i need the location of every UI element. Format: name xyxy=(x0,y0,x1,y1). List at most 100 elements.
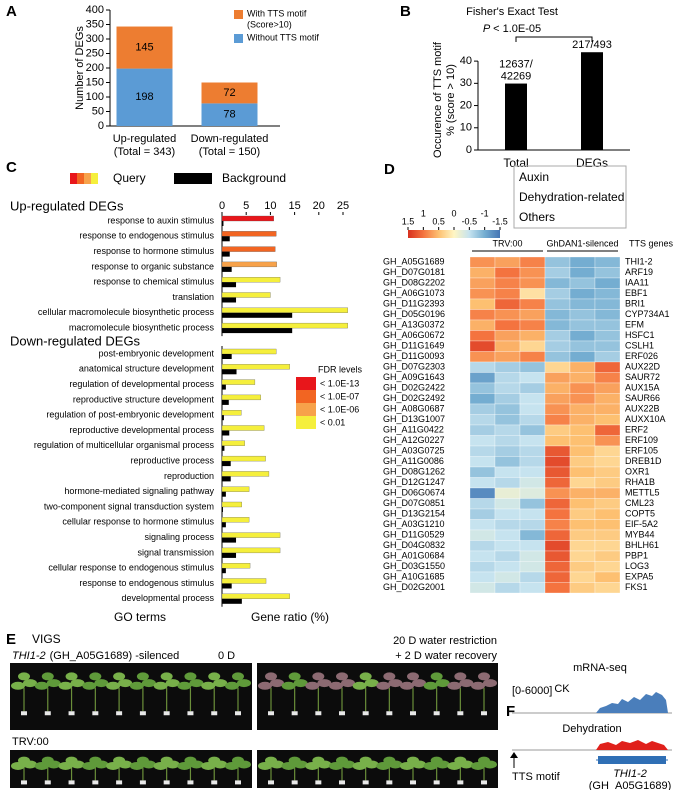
heatmap-cell xyxy=(544,466,571,478)
legend-swatch xyxy=(77,173,84,184)
go-term: response to endogenous stimulus xyxy=(79,578,214,588)
plant-leaf xyxy=(293,679,308,688)
plant-tag xyxy=(386,711,393,716)
plant-leaf xyxy=(184,672,197,681)
plant-leaf xyxy=(359,756,372,765)
heatmap-cell xyxy=(519,456,546,468)
heatmap-cell xyxy=(569,267,596,279)
heatmap-cell xyxy=(469,403,496,415)
heatmap-cell xyxy=(594,340,621,352)
plant-tag xyxy=(362,780,369,785)
heatmap-cell xyxy=(494,466,521,478)
plant-leaf xyxy=(407,672,419,681)
plant-leaf xyxy=(265,756,277,765)
heatmap-cell xyxy=(494,519,521,531)
heatmap-cell xyxy=(569,277,596,289)
heatmap-cell xyxy=(519,466,546,478)
x-axis-label: Gene ratio (%) xyxy=(251,610,329,624)
row-title: TRV:00 xyxy=(12,736,49,748)
heatmap-cell xyxy=(594,382,621,394)
legend-label: Background xyxy=(222,171,286,185)
heatmap-cell xyxy=(469,298,496,310)
gene-name: EIF-5A2 xyxy=(625,519,658,529)
heatmap-cell xyxy=(569,529,596,541)
plant-leaf xyxy=(281,681,296,690)
heatmap-cell xyxy=(469,456,496,468)
legend-label: Without TTS motif xyxy=(247,32,319,42)
plant-leaf xyxy=(118,679,133,688)
gene-name: FKS1 xyxy=(625,582,648,592)
gene-name: OXR1 xyxy=(625,467,650,477)
panel-title: VIGS xyxy=(32,632,61,646)
gene-name: THI1-2 xyxy=(625,257,653,267)
heatmap-cell xyxy=(519,361,546,373)
background-bar xyxy=(222,445,225,451)
heatmap-cell xyxy=(544,319,571,331)
heatmap-cell xyxy=(469,330,496,342)
category-legend: Auxin xyxy=(519,170,549,184)
x-tick-label: 5 xyxy=(243,200,249,212)
x-tick-label: 0 xyxy=(219,200,225,212)
heatmap-cell xyxy=(519,340,546,352)
heatmap-cell xyxy=(594,330,621,342)
heatmap-cell xyxy=(594,372,621,384)
fdr-label: < 1.0E-13 xyxy=(320,378,359,388)
plant-leaf xyxy=(23,679,37,688)
gene-id: GH_D06G0674 xyxy=(383,488,445,498)
plant-tag xyxy=(68,780,75,785)
heatmap-cell xyxy=(594,508,621,520)
gene-name: EFM xyxy=(625,320,644,330)
heatmap-cell xyxy=(544,267,571,279)
heatmap-cell xyxy=(469,487,496,499)
heatmap-cell xyxy=(594,435,621,447)
plant-leaf xyxy=(288,756,301,765)
query-bar xyxy=(221,379,256,385)
background-bar xyxy=(222,461,231,467)
heatmap-cell xyxy=(469,498,496,510)
plant-leaf xyxy=(412,679,426,688)
gene-id: GH_D02G2492 xyxy=(383,393,445,403)
plant-tag xyxy=(187,711,194,716)
colorbar-tick-label: 1 xyxy=(421,208,426,218)
plant-leaf xyxy=(430,672,443,681)
y-tick-label: 250 xyxy=(86,47,104,59)
plant-leaf xyxy=(82,681,97,690)
heatmap-cell xyxy=(469,361,496,373)
heatmap-cell xyxy=(519,508,546,520)
heatmap-cell xyxy=(519,582,546,594)
gene-id: GH_D05G0196 xyxy=(383,309,445,319)
heatmap-cell xyxy=(594,403,621,415)
heatmap-cell xyxy=(469,550,496,562)
heatmap-cell xyxy=(494,445,521,457)
y-axis-label: Occurence of TTS motif xyxy=(432,41,444,158)
y-tick-label: 350 xyxy=(86,18,104,30)
heatmap-cell xyxy=(544,498,571,510)
heatmap-cell xyxy=(544,256,571,268)
y-tick-label: 40 xyxy=(460,55,472,67)
query-bar xyxy=(221,292,271,298)
gene-name: AUXX10A xyxy=(625,414,666,424)
plant-tag xyxy=(315,711,322,716)
gene-name: EBF1 xyxy=(625,288,648,298)
panel-label: D xyxy=(384,161,395,178)
heatmap-cell xyxy=(594,550,621,562)
plant-tag xyxy=(481,780,487,785)
query-bar xyxy=(221,440,245,446)
legend-label: Query xyxy=(113,171,146,185)
plant-leaf xyxy=(305,681,320,690)
heatmap-cell xyxy=(494,424,521,436)
plant-leaf xyxy=(136,756,149,765)
heatmap-cell xyxy=(469,561,496,573)
gene-id: GH_A03G1210 xyxy=(383,519,445,529)
heatmap-cell xyxy=(469,540,496,552)
heatmap-cell xyxy=(594,361,621,373)
heatmap-cell xyxy=(494,298,521,310)
y-tick-label: 10 xyxy=(460,122,472,134)
background-bar xyxy=(222,552,237,558)
plant-tag xyxy=(433,711,440,716)
heatmap-cell xyxy=(494,319,521,331)
heatmap-cell xyxy=(594,298,621,310)
heatmap-cell xyxy=(469,309,496,321)
gene-id: GH_D08G1262 xyxy=(383,467,445,477)
